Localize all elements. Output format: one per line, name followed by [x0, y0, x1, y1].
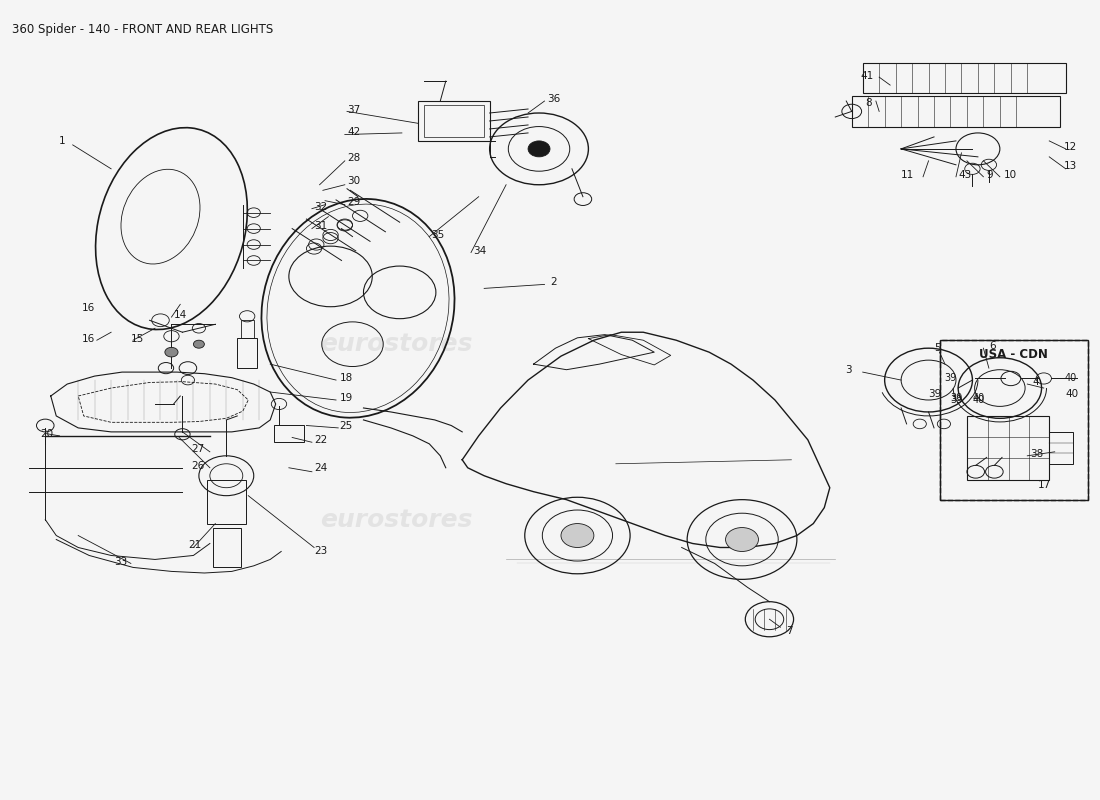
Text: 19: 19 [339, 394, 353, 403]
Text: 40: 40 [972, 393, 984, 402]
Text: 30: 30 [346, 176, 360, 186]
Text: 39: 39 [945, 374, 957, 383]
Text: 38: 38 [1031, 450, 1044, 459]
Text: 16: 16 [81, 303, 95, 314]
Text: 12: 12 [1064, 142, 1077, 152]
Text: 9: 9 [987, 170, 993, 180]
Text: 27: 27 [191, 445, 205, 454]
Text: 22: 22 [315, 435, 328, 445]
Text: 21: 21 [188, 540, 201, 550]
Text: 17: 17 [1038, 480, 1052, 490]
Text: 8: 8 [865, 98, 871, 108]
Text: 33: 33 [114, 557, 128, 567]
Text: 23: 23 [315, 546, 328, 557]
Text: 360 Spider - 140 - FRONT AND REAR LIGHTS: 360 Spider - 140 - FRONT AND REAR LIGHTS [12, 22, 274, 36]
Circle shape [165, 347, 178, 357]
Text: 34: 34 [473, 246, 486, 256]
Text: 32: 32 [315, 202, 328, 212]
Circle shape [726, 527, 759, 551]
Text: 40: 40 [972, 395, 984, 405]
Text: 20: 20 [40, 430, 53, 439]
Text: 40: 40 [1065, 374, 1077, 383]
Text: 11: 11 [901, 170, 914, 180]
Text: 35: 35 [431, 230, 444, 240]
Text: 39: 39 [950, 395, 962, 405]
Text: 36: 36 [547, 94, 560, 105]
Circle shape [561, 523, 594, 547]
Text: 41: 41 [860, 70, 873, 81]
Text: 14: 14 [174, 310, 187, 320]
Text: 29: 29 [346, 198, 361, 207]
Text: 6: 6 [989, 341, 996, 350]
Circle shape [194, 340, 205, 348]
Text: 2: 2 [550, 277, 557, 287]
Circle shape [528, 141, 550, 157]
Text: 15: 15 [131, 334, 144, 344]
Text: 39: 39 [950, 393, 962, 402]
Text: 13: 13 [1064, 162, 1077, 171]
Text: eurostores: eurostores [320, 507, 473, 531]
Text: 24: 24 [315, 462, 328, 473]
Text: 7: 7 [785, 626, 792, 636]
Text: 31: 31 [315, 222, 328, 231]
Text: 40: 40 [1066, 390, 1079, 399]
Text: 5: 5 [934, 343, 940, 353]
Text: 43: 43 [958, 170, 971, 180]
Text: 4: 4 [1033, 378, 1039, 387]
Text: 25: 25 [339, 422, 353, 431]
Text: 1: 1 [58, 136, 65, 146]
Text: 26: 26 [191, 461, 205, 471]
Text: USA - CDN: USA - CDN [979, 348, 1048, 361]
Text: 37: 37 [346, 105, 361, 115]
Text: 18: 18 [339, 374, 353, 383]
Text: 39: 39 [928, 390, 942, 399]
Text: eurostores: eurostores [320, 332, 473, 356]
Text: 3: 3 [845, 365, 851, 374]
Text: 28: 28 [346, 154, 361, 163]
Text: 10: 10 [1004, 170, 1018, 180]
Text: 42: 42 [346, 127, 361, 137]
Text: 16: 16 [81, 334, 95, 344]
